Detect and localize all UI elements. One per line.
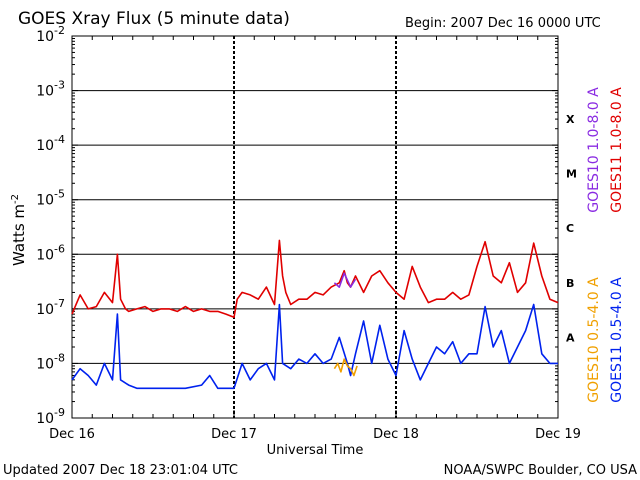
flare-class-labels: A B C M X xyxy=(566,113,577,344)
series-line xyxy=(71,239,559,319)
y-tick-label: 10-5 xyxy=(36,188,65,209)
plot-area xyxy=(71,35,559,419)
legend: GOES10 1.0-8.0 A GOES11 1.0-8.0 A GOES10 0… xyxy=(586,87,625,403)
y-tick-label: 10-2 xyxy=(36,24,65,45)
legend-entry: GOES10 1.0-8.0 A xyxy=(586,87,602,213)
legend-entry: GOES10 0.5-4.0 A xyxy=(586,277,602,403)
legend-entry: GOES11 0.5-4.0 A xyxy=(609,277,625,403)
flare-class-label: B xyxy=(566,277,574,290)
x-tick-label: Dec 17 xyxy=(211,427,257,442)
flare-class-label: A xyxy=(566,331,575,344)
x-tick-label: Dec 16 xyxy=(49,427,95,442)
legend-entry: GOES11 1.0-8.0 A xyxy=(609,87,625,213)
y-tick-label: 10-4 xyxy=(36,133,65,154)
data-series xyxy=(71,239,559,390)
y-tick-label: 10-3 xyxy=(36,79,65,100)
flare-class-label: C xyxy=(566,222,574,235)
y-tick-label: 10-8 xyxy=(36,351,65,372)
x-tick-label: Dec 18 xyxy=(373,427,419,442)
flare-class-label: X xyxy=(566,113,575,126)
x-axis-label: Universal Time xyxy=(267,443,364,458)
y-tick-label: 10-7 xyxy=(36,297,65,318)
grid-lines xyxy=(72,36,558,418)
series-line xyxy=(333,358,358,377)
y-axis-ticks: 10-9 10-8 10-7 10-6 10-5 10-4 10-3 10-2 xyxy=(36,24,558,427)
credit-label: NOAA/SWPC Boulder, CO USA xyxy=(444,463,637,478)
flare-class-label: M xyxy=(566,168,577,181)
x-axis-ticks: Dec 16 Dec 17 Dec 18 Dec 19 xyxy=(49,36,581,442)
begin-label: Begin: 2007 Dec 16 0000 UTC xyxy=(405,16,601,31)
updated-timestamp: Updated 2007 Dec 18 23:01:04 UTC xyxy=(3,463,238,478)
chart-title: GOES Xray Flux (5 minute data) xyxy=(18,9,290,29)
y-tick-label: 10-6 xyxy=(36,242,65,263)
y-axis-label: Watts m-2 xyxy=(10,194,28,266)
series-line xyxy=(71,303,558,390)
y-tick-label: 10-9 xyxy=(36,406,65,427)
x-tick-label: Dec 19 xyxy=(535,427,581,442)
series-line xyxy=(333,272,357,288)
